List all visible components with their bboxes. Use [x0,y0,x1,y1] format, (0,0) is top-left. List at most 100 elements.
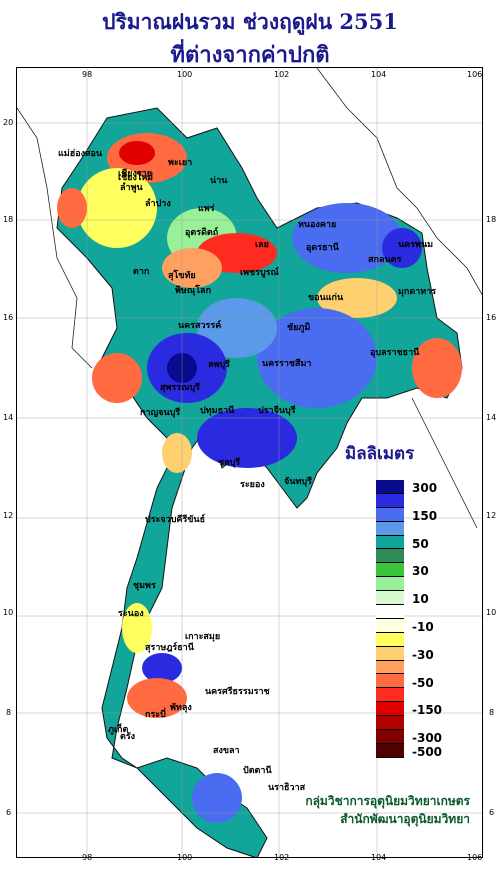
place-label: นราธิวาส [268,783,306,793]
bottom-tick-106: 106 [467,853,483,862]
place-label: เชียงใหม่ [118,173,154,183]
left-tick-8: 8 [6,708,12,717]
legend-swatch [376,702,404,717]
legend-swatch [376,591,404,606]
left-tick-6: 6 [6,808,12,817]
top-tick-100: 100 [177,70,193,79]
place-label: ตาก [133,267,150,277]
place-label: อุดรธานี [306,243,339,253]
place-label: ปทุมธานี [200,406,235,416]
place-label: สงขลา [213,746,240,756]
legend-swatch [376,549,404,564]
place-label: ปราจีนบุรี [258,406,296,416]
legend-label: -300 [412,731,443,746]
place-label: นครศรีธรรมราช [205,687,270,697]
legend-label: 50 [412,536,429,551]
legend-label: -10 [412,619,434,634]
place-label: นครสวรรค์ [178,321,222,331]
place-label: อุบลราชธานี [370,348,420,358]
legend-swatch [376,480,404,494]
place-label: จันทบุรี [284,477,312,487]
legend-swatch [376,674,404,689]
right-tick-18: 18 [486,215,497,224]
place-label: น่าน [210,176,228,186]
place-label: ลำปาง [145,199,171,209]
left-tick-20: 20 [3,118,14,127]
legend-swatch [376,521,404,536]
place-label: แม่ฮ่องสอน [58,149,103,159]
legend-label: -30 [412,647,434,662]
place-label: ชัยภูมิ [287,323,311,333]
legend-swatch [376,730,404,744]
legend-label: -150 [412,703,443,718]
left-tick-18: 18 [3,215,14,224]
right-tick-16: 16 [486,313,497,322]
top-tick-106: 106 [467,70,483,79]
legend-swatch [376,507,404,522]
left-tick-12: 12 [3,511,14,520]
place-label: เลย [255,240,269,250]
place-label: กระบี่ [145,710,166,720]
place-label: เชียงราย [118,169,153,179]
place-label: สุราษฎร์ธานี [145,643,194,653]
legend-swatch [376,605,404,619]
right-tick-6: 6 [489,808,495,817]
bottom-tick-104: 104 [371,853,387,862]
legend-swatch [376,535,404,550]
legend-swatch [376,646,404,661]
legend-label: 150 [412,508,438,523]
place-label: กาญจนบุรี [140,408,181,418]
right-tick-12: 12 [486,511,497,520]
map-frame [16,67,483,858]
place-label: ชลบุรี [218,458,241,468]
place-label: พะเยา [168,158,193,168]
legend-swatch [376,688,404,703]
place-label: อุตรดิตถ์ [185,228,219,238]
legend-label: -50 [412,675,434,690]
legend-label: 300 [412,480,438,495]
legend-swatch [376,743,404,758]
place-label: ระยอง [240,480,265,490]
place-label: สกลนคร [368,255,402,265]
top-tick-102: 102 [274,70,290,79]
legend-color-bar [376,480,404,758]
bottom-tick-102: 102 [274,853,290,862]
legend-swatch [376,577,404,592]
legend-swatch [376,618,404,633]
bottom-tick-100: 100 [177,853,193,862]
graticule [17,68,482,857]
place-label: สุโขทัย [168,271,196,281]
place-label: ระนอง [118,609,144,619]
legend-label: 10 [412,592,429,607]
legend-swatch [376,493,404,508]
place-label: แพร่ [198,204,215,214]
top-tick-98: 98 [82,70,93,79]
place-label: นครราชสีมา [262,359,312,369]
credit-line-1: กลุ่มวิชาการอุตุนิยมวิทยาเกษตร [305,794,470,808]
right-tick-10: 10 [486,608,497,617]
place-label: ประจวบคีรีขันธ์ [145,515,206,525]
legend-swatch [376,563,404,578]
map-subtitle: ที่ต่างจากค่าปกติ [170,42,330,68]
neighbour-borders [17,68,482,529]
place-label: นครพนม [398,240,434,250]
left-tick-14: 14 [3,413,14,422]
place-label: ปัตตานี [243,766,272,776]
place-label: ตรัง [120,732,136,742]
left-tick-16: 16 [3,313,14,322]
legend-label: 30 [412,564,429,579]
legend-title: มิลลิเมตร [345,444,415,464]
credit-line-2: สำนักพัฒนาอุตุนิยมวิทยา [340,812,470,826]
right-tick-8: 8 [489,708,495,717]
place-label: สุพรรณบุรี [160,383,200,393]
bottom-tick-98: 98 [82,853,93,862]
place-label: ชุมพร [133,581,156,591]
place-label: ลำพูน [120,183,143,193]
place-label: มุกดาหาร [398,287,437,297]
place-label: ภูเก็ต [108,725,129,735]
thailand-rainfall-map [17,68,482,857]
place-label: ขอนแก่น [308,293,344,303]
place-label: เกาะสมุย [185,632,221,642]
place-label: พัทลุง [170,703,192,713]
left-tick-10: 10 [3,608,14,617]
